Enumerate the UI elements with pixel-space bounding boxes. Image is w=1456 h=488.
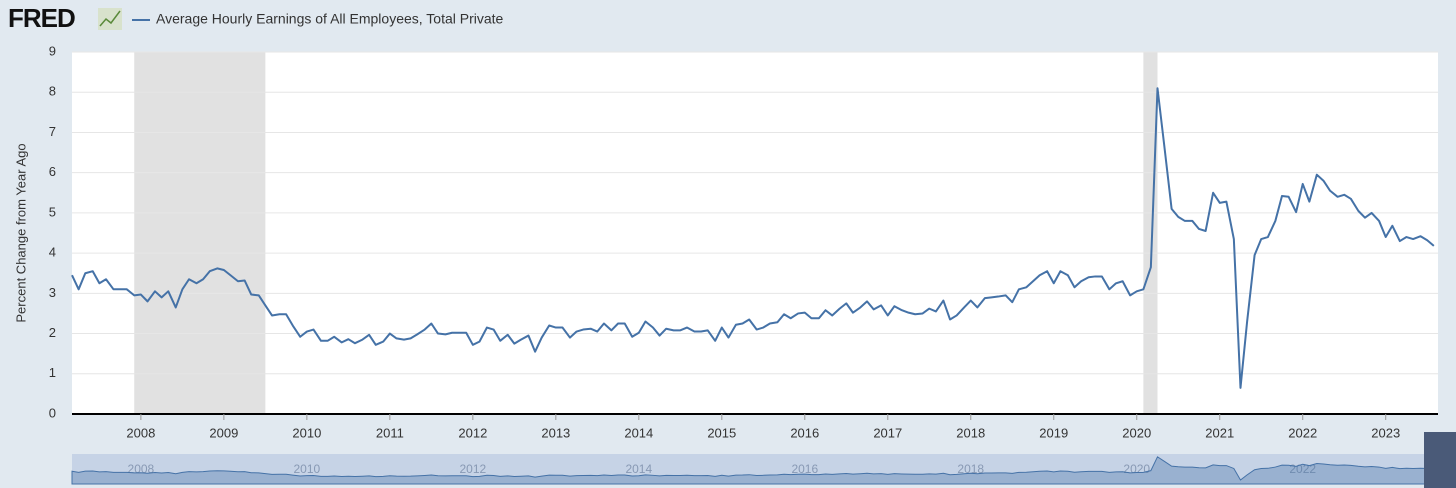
legend-label: Average Hourly Earnings of All Employees…: [156, 11, 504, 27]
navigator-label: 2014: [625, 462, 652, 476]
recession-band: [134, 52, 266, 414]
recession-band: [1143, 52, 1158, 414]
x-tick-label: 2018: [956, 425, 985, 440]
plot-area: [72, 52, 1438, 414]
navigator-label: 2018: [957, 462, 984, 476]
y-tick-label: 0: [49, 405, 56, 420]
x-tick-label: 2019: [1039, 425, 1068, 440]
navigator-area: [71, 456, 1435, 485]
logo: FRED: [8, 3, 75, 33]
y-tick-label: 7: [49, 124, 56, 139]
y-tick-label: 9: [49, 43, 56, 58]
x-tick-label: 2015: [707, 425, 736, 440]
navigator-label: 2010: [294, 462, 321, 476]
x-tick-label: 2020: [1122, 425, 1151, 440]
x-tick-label: 2021: [1205, 425, 1234, 440]
y-tick-label: 8: [49, 84, 56, 99]
x-tick-label: 2009: [209, 425, 238, 440]
navigator-handle[interactable]: [1424, 432, 1456, 488]
x-tick-label: 2008: [126, 425, 155, 440]
navigator: [72, 454, 1438, 484]
y-tick-label: 6: [49, 164, 56, 179]
logo-icon-line: [99, 10, 121, 27]
x-tick-label: 2013: [541, 425, 570, 440]
x-tick-label: 2016: [790, 425, 819, 440]
x-tick-label: 2010: [292, 425, 321, 440]
data-line: [71, 87, 1435, 389]
y-tick-label: 5: [49, 204, 56, 219]
navigator-label: 2012: [459, 462, 486, 476]
x-tick-label: 2012: [458, 425, 487, 440]
logo-icon: [98, 8, 122, 30]
x-tick-label: 2023: [1371, 425, 1400, 440]
y-tick-label: 3: [49, 285, 56, 300]
y-tick-label: 1: [49, 365, 56, 380]
x-tick-label: 2022: [1288, 425, 1317, 440]
y-axis-label: Percent Change from Year Ago: [13, 143, 28, 322]
y-tick-label: 4: [49, 245, 56, 260]
x-tick-label: 2014: [624, 425, 653, 440]
x-tick-label: 2017: [873, 425, 902, 440]
x-tick-label: 2011: [376, 425, 404, 440]
navigator-label: 2016: [791, 462, 818, 476]
y-tick-label: 2: [49, 325, 56, 340]
